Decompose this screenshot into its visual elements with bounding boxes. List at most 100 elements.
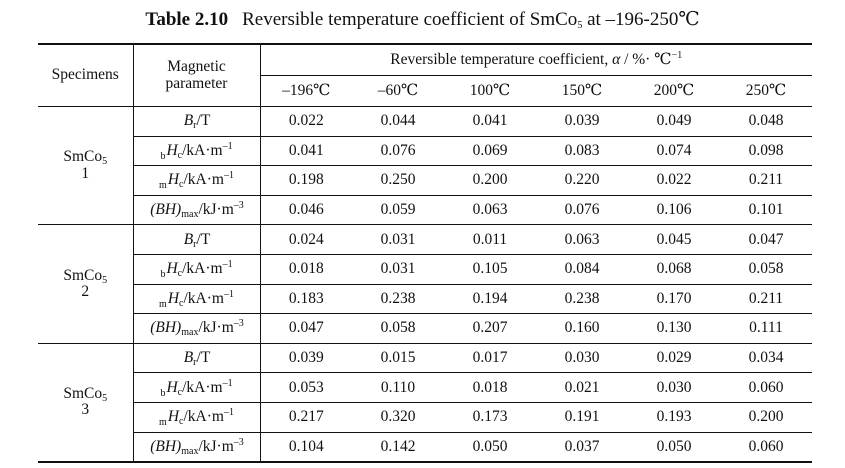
table-row: (BH)max/kJ·m–3 0.047 0.058 0.207 0.160 0.130 0… xyxy=(38,313,812,344)
parameter-cell: mHc/kA·m–1 xyxy=(132,283,260,314)
table-row: SmCo5 1 Br/T 0.022 0.044 0.041 0.039 0.049 0.048 xyxy=(38,106,812,181)
specimen-cell: SmCo5 1 xyxy=(63,148,108,182)
value-cell: 0.173 xyxy=(444,401,536,433)
table-row: SmCo5 3 Br/T 0.039 0.015 0.017 0.030 0.029 0.034 xyxy=(38,342,812,464)
specimen-index: 2 xyxy=(81,283,90,301)
value-cell: 0.046 xyxy=(259,194,352,225)
parameter-cell: Br/T xyxy=(132,342,260,373)
value-cell: 0.098 xyxy=(720,135,812,166)
value-cell: 0.142 xyxy=(352,431,444,464)
value-cell: 0.183 xyxy=(259,283,352,314)
specimen-cell: SmCo5 2 xyxy=(38,224,133,344)
temperature-header: 150℃ xyxy=(536,75,628,107)
value-cell: 0.238 xyxy=(352,283,444,314)
specimens-header: Specimens xyxy=(38,43,133,107)
value-cell: 0.011 xyxy=(444,224,536,255)
value-cell: 0.018 xyxy=(444,372,536,403)
value-cell: 0.041 xyxy=(259,135,352,166)
value-cell: 0.030 xyxy=(536,342,628,373)
value-cell: 0.031 xyxy=(352,224,444,255)
value-cell: 0.211 xyxy=(720,165,812,196)
table-row: mHc/kA·m–1 0.198 0.250 0.200 0.220 0.022 0.211 xyxy=(38,165,812,196)
value-cell: 0.063 xyxy=(444,194,536,225)
parameter-cell: Br/T xyxy=(132,106,260,137)
table-row: bHc/kA·m–1 0.018 0.031 0.105 0.084 0.068 0.058 xyxy=(38,253,812,285)
specimen-index: 3 xyxy=(81,401,90,419)
temperature-header: –196℃ xyxy=(259,75,352,107)
value-cell: 0.207 xyxy=(444,313,536,344)
value-cell: 0.045 xyxy=(628,224,720,255)
value-cell: 0.220 xyxy=(536,165,628,196)
value-cell: 0.021 xyxy=(536,372,628,403)
specimen-index: 1 xyxy=(81,164,90,182)
value-cell: 0.031 xyxy=(352,253,444,285)
value-cell: 0.170 xyxy=(628,283,720,314)
value-cell: 0.238 xyxy=(536,283,628,314)
specimen-cell: SmCo5 3 xyxy=(38,342,133,464)
value-cell: 0.193 xyxy=(628,401,720,433)
value-cell: 0.130 xyxy=(628,313,720,344)
table-number: Table 2.10 xyxy=(145,9,229,30)
value-cell: 0.050 xyxy=(628,431,720,464)
value-cell: 0.050 xyxy=(444,431,536,464)
value-cell: 0.104 xyxy=(259,431,352,464)
temperature-header: 200℃ xyxy=(628,75,720,107)
value-cell: 0.060 xyxy=(720,431,812,464)
value-cell: 0.191 xyxy=(536,401,628,433)
value-cell: 0.076 xyxy=(352,135,444,166)
value-cell: 0.015 xyxy=(352,342,444,373)
table-row: (BH)max/kJ·m–3 0.046 0.059 0.063 0.076 0.106 0… xyxy=(38,194,812,225)
temperature-header-row: –196℃ –60℃ 100℃ 150℃ 200℃ 250℃ xyxy=(38,75,812,107)
value-cell: 0.074 xyxy=(628,135,720,166)
value-cell: 0.044 xyxy=(380,112,416,130)
table-row: bHc/kA·m–1 0.053 0.110 0.018 0.021 0.030 0.060 xyxy=(38,372,812,403)
coefficient-header: Reversible temperature coefficient, α / … xyxy=(259,43,812,76)
table-row: SmCo5 2 Br/T 0.024 0.031 0.011 0.063 0.045 0.047 xyxy=(38,224,812,344)
value-cell: 0.022 xyxy=(628,165,720,196)
table-title: Reversible temperature coefficient of Sm… xyxy=(242,9,700,31)
specimen-name: SmCo xyxy=(63,266,103,284)
value-cell: 0.320 xyxy=(352,401,444,433)
value-cell: 0.211 xyxy=(720,283,812,314)
value-cell: 0.059 xyxy=(352,194,444,225)
parameter-cell: bHc/kA·m–1 xyxy=(132,253,260,285)
temperature-header: 100℃ xyxy=(444,75,536,107)
value-cell: 0.024 xyxy=(259,224,352,255)
value-cell: 0.029 xyxy=(628,342,720,373)
value-cell: 0.041 xyxy=(472,112,508,130)
value-cell: 0.105 xyxy=(444,253,536,285)
value-cell: 0.217 xyxy=(259,401,352,433)
value-cell: 0.039 xyxy=(259,342,352,373)
value-cell: 0.111 xyxy=(720,313,812,344)
specimen-name: SmCo xyxy=(63,148,103,166)
value-cell: 0.058 xyxy=(720,253,812,285)
parameter-cell: bHc/kA·m–1 xyxy=(132,135,260,166)
value-cell: 0.018 xyxy=(259,253,352,285)
parameter-cell: Br/T xyxy=(132,224,260,255)
table-row: mHc/kA·m–1 0.183 0.238 0.194 0.238 0.170 0.211 xyxy=(38,283,812,314)
value-cell: 0.068 xyxy=(628,253,720,285)
value-cell: 0.037 xyxy=(536,431,628,464)
temperature-header: –60℃ xyxy=(352,75,444,107)
value-cell: 0.034 xyxy=(720,342,812,373)
value-cell: 0.053 xyxy=(259,372,352,403)
value-cell: 0.063 xyxy=(536,224,628,255)
table-row: bHc/kA·m–1 0.041 0.076 0.069 0.083 0.074 0.098 xyxy=(38,135,812,166)
parameter-cell: bHc/kA·m–1 xyxy=(132,372,260,403)
value-cell: 0.048 xyxy=(748,112,784,130)
value-cell: 0.083 xyxy=(536,135,628,166)
parameter-cell: mHc/kA·m–1 xyxy=(132,165,260,196)
table-row: (BH)max/kJ·m–3 0.104 0.142 0.050 0.037 0.050 0… xyxy=(38,431,812,464)
value-cell: 0.194 xyxy=(444,283,536,314)
coefficient-table: Specimens Magnetic parameter Reversible … xyxy=(38,43,812,464)
parameter-cell: (BH)max/kJ·m–3 xyxy=(132,194,260,225)
value-cell: 0.022 xyxy=(259,106,352,137)
value-cell: 0.084 xyxy=(536,253,628,285)
value-cell: 0.017 xyxy=(444,342,536,373)
value-cell: 0.076 xyxy=(536,194,628,225)
parameter-cell: (BH)max/kJ·m–3 xyxy=(132,431,260,464)
value-cell: 0.200 xyxy=(720,401,812,433)
value-cell: 0.047 xyxy=(720,224,812,255)
value-cell: 0.039 xyxy=(564,112,600,130)
table-caption: Table 2.10 Reversible temperature coeffic… xyxy=(0,8,845,31)
